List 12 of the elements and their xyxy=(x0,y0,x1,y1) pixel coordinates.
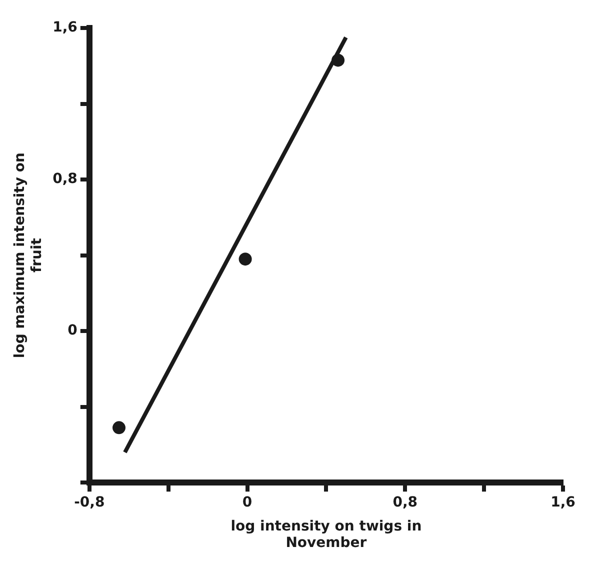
y-tick-label: 0,8 xyxy=(52,171,78,188)
point xyxy=(112,421,126,434)
point xyxy=(332,54,345,67)
y-axis-title: log maximum intensity on fruit xyxy=(12,152,45,358)
y-tick-label: 1,6 xyxy=(52,20,78,36)
x-tick-label: 0,8 xyxy=(392,494,418,511)
point xyxy=(238,252,252,266)
x-tick-label: -0,8 xyxy=(74,494,105,511)
x-tick-label: 0 xyxy=(242,494,252,511)
x-tick-label: 1,6 xyxy=(550,494,576,511)
y-tick-label: 0 xyxy=(68,322,78,339)
x-axis-title: log intensity on twigs in November xyxy=(230,518,422,552)
